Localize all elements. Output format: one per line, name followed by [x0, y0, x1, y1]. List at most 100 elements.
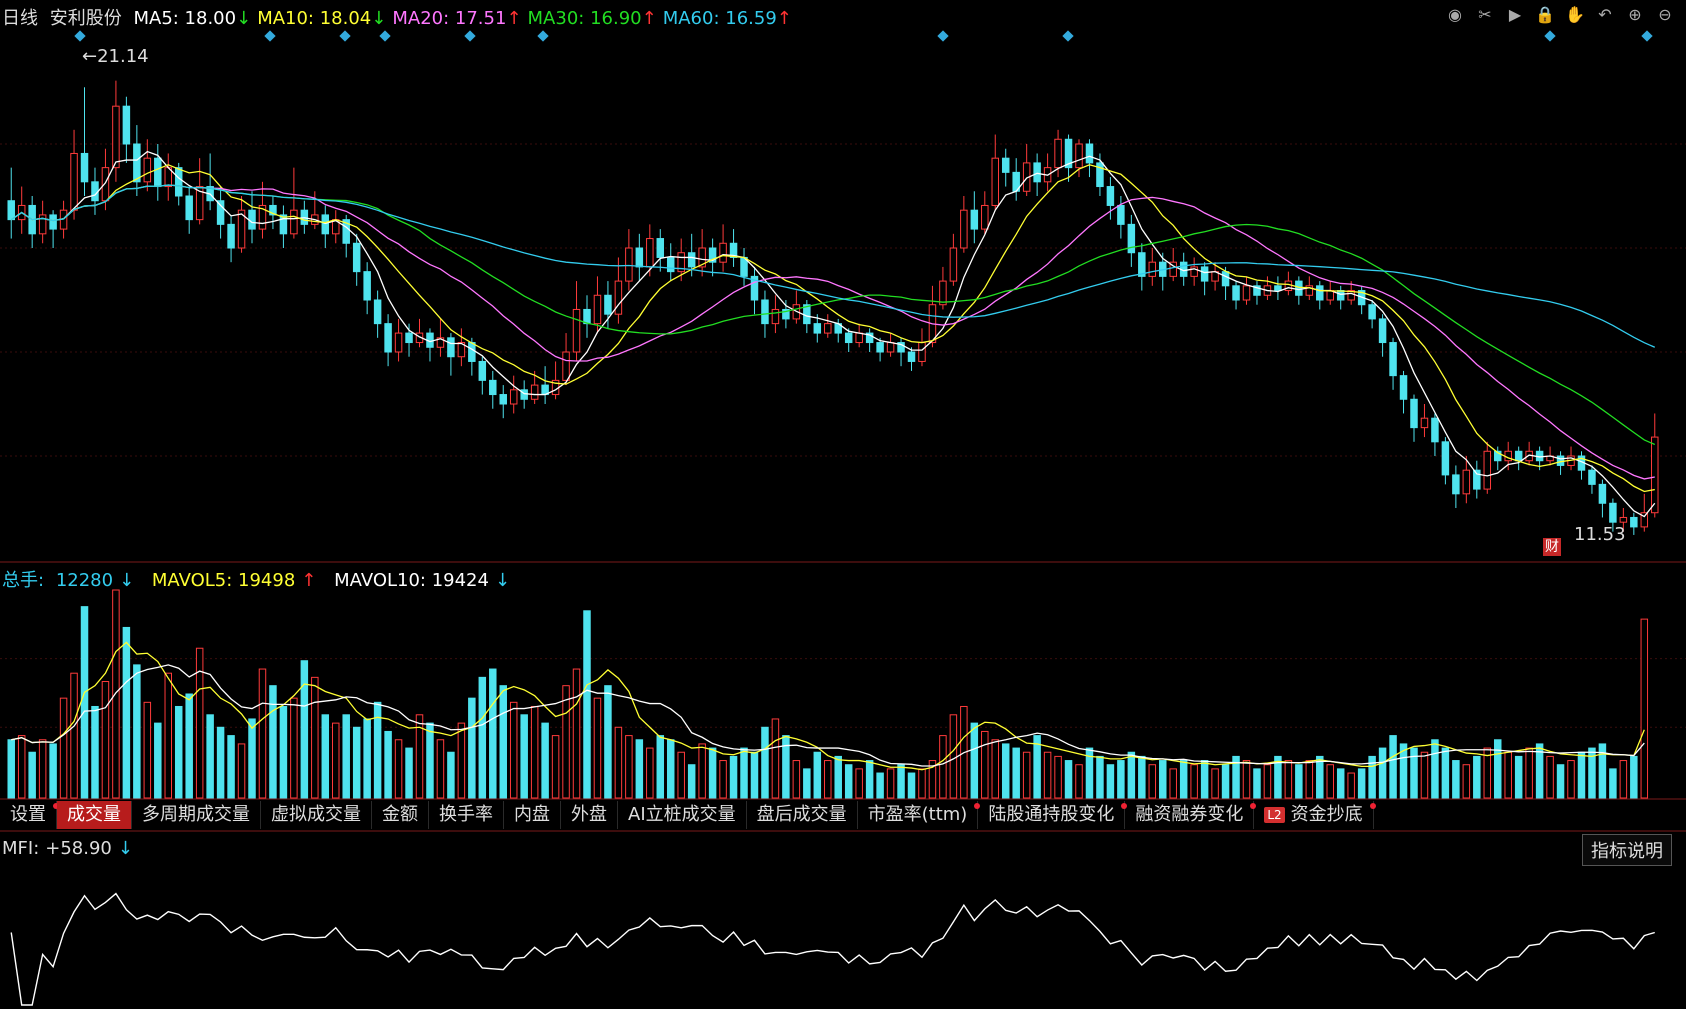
tab-label: 设置 [10, 804, 46, 825]
volume-bar [981, 730, 989, 799]
tab-7[interactable]: 外盘 [561, 801, 618, 829]
volume-bar [394, 739, 403, 799]
volume-bar [729, 755, 738, 799]
volume-bar [133, 664, 141, 799]
ma-legend-item: MA20: 17.51 [392, 8, 507, 29]
event-marker [74, 30, 86, 42]
ma20-line [10, 184, 1655, 480]
candle-body [1054, 138, 1062, 169]
candle-body [154, 157, 162, 188]
volume-bar [1033, 735, 1041, 799]
volume-bar [1357, 768, 1366, 799]
volume-bar [844, 764, 853, 799]
tab-dot [1369, 803, 1376, 809]
volume-bar [373, 701, 382, 799]
candle-body [457, 342, 466, 358]
tab-10[interactable]: 市盈率(ttm) [858, 801, 981, 829]
chart-toolbar: ◉ ✂ ▶ 🔒 ✋ ↶ ⊕ ⊖ [1444, 4, 1676, 26]
volume-bar [447, 751, 455, 799]
volume-bar [101, 681, 110, 799]
zoom-in-icon[interactable]: ⊕ [1628, 5, 1642, 24]
event-marker [937, 30, 949, 42]
volume-bar [771, 718, 780, 799]
volume-bar [939, 735, 947, 799]
undo-icon[interactable]: ↶ [1598, 5, 1612, 24]
candle-body [38, 214, 47, 235]
volume-bar [143, 701, 152, 799]
finance-badge[interactable]: 财 [1543, 538, 1561, 556]
eye-icon[interactable]: ◉ [1448, 5, 1462, 24]
volume-bar [1410, 747, 1418, 799]
tab-12[interactable]: 融资融券变化 [1125, 801, 1257, 829]
scissors-icon[interactable]: ✂ [1478, 5, 1492, 24]
ma-trend-arrow: ↑ [776, 8, 792, 29]
volume-bar [928, 760, 937, 799]
tab-6[interactable]: 内盘 [504, 801, 561, 829]
volume-bar [237, 743, 246, 799]
volume-bar [1012, 747, 1020, 799]
candle-body [761, 299, 769, 325]
candle-body [1431, 417, 1439, 443]
tab-5[interactable]: 换手率 [429, 801, 504, 829]
candle-body [530, 384, 539, 400]
volume-bar [1546, 755, 1554, 799]
volume-bar [1598, 743, 1607, 799]
volume-bar [154, 722, 162, 799]
candle-body [1096, 162, 1104, 188]
high-price-label: ←21.14 [82, 46, 149, 67]
candle-body [1619, 516, 1628, 523]
tab-0[interactable]: 设置 [0, 801, 59, 829]
volume-bar [782, 735, 790, 799]
volume-bar [1389, 735, 1397, 799]
candle-body [750, 275, 759, 301]
candle-body [1169, 261, 1177, 277]
play-icon[interactable]: ▶ [1508, 5, 1522, 24]
hand-icon[interactable]: ✋ [1565, 5, 1585, 24]
volume-bar [876, 772, 884, 799]
volume-bar [1431, 739, 1439, 799]
zoom-out-icon[interactable]: ⊖ [1658, 5, 1672, 24]
volume-bar [321, 714, 330, 799]
tab-label: 虚拟成交量 [271, 804, 361, 825]
tab-4[interactable]: 金额 [372, 801, 429, 829]
volume-bar [687, 764, 696, 799]
volume-bar [405, 747, 413, 799]
candle-body [1232, 285, 1240, 301]
tab-9[interactable]: 盘后成交量 [747, 801, 858, 829]
candle-body [1106, 186, 1115, 206]
volume-bar [1378, 747, 1387, 799]
tab-label: 市盈率(ttm) [867, 804, 968, 825]
candle-body [677, 252, 685, 273]
lock-icon[interactable]: 🔒 [1535, 5, 1555, 24]
candle-body [1064, 138, 1073, 169]
candle-body [363, 271, 371, 301]
mavol10-value: MAVOL10: 19424 ↓ [334, 570, 511, 591]
tab-13[interactable]: L2 资金抄底 [1254, 801, 1376, 829]
candle-body [1609, 502, 1617, 523]
candle-body [813, 323, 822, 334]
tab-2[interactable]: 多周期成交量 [132, 801, 261, 829]
volume-bar [1263, 764, 1272, 799]
volume-bar [562, 685, 570, 799]
period-label[interactable]: 日线 [2, 8, 38, 29]
indicator-explain-button[interactable]: 指标说明 [1582, 834, 1672, 866]
event-marker [464, 30, 476, 42]
candle-body [49, 214, 57, 230]
candle-body [1127, 223, 1136, 254]
tab-1[interactable]: 成交量 [57, 801, 132, 829]
volume-bar [436, 739, 445, 799]
event-marker [1544, 30, 1556, 42]
volume-bar [666, 739, 675, 799]
candle-body [918, 342, 926, 362]
ma-legend-item: MA5: 18.00 [133, 8, 237, 29]
ma5-line [10, 150, 1656, 518]
volume-bar [1022, 751, 1031, 799]
tab-8[interactable]: AI立桩成交量 [618, 801, 747, 829]
tab-3[interactable]: 虚拟成交量 [261, 801, 372, 829]
tab-11[interactable]: 陆股通持股变化 [978, 801, 1128, 829]
candle-body [1117, 204, 1125, 225]
candle-body [112, 105, 120, 169]
candle-body [897, 342, 905, 353]
volume-bar [28, 751, 36, 799]
